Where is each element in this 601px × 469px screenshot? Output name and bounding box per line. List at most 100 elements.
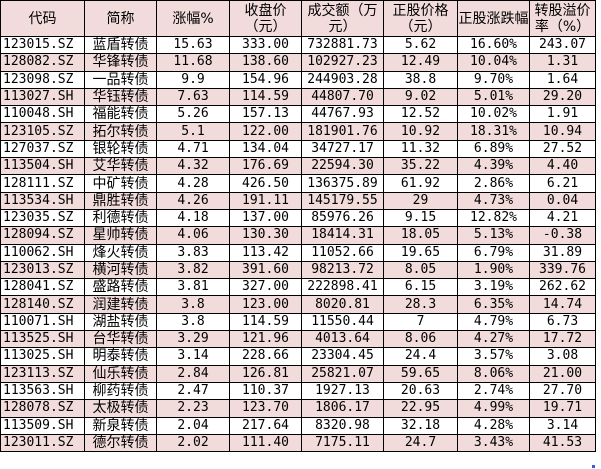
cell-close-price[interactable]: 123.70 — [229, 399, 302, 418]
cell-name[interactable]: 柳药转债 — [84, 381, 157, 401]
cell-premium-rate[interactable]: 243.07 — [529, 35, 596, 55]
cell-name[interactable]: 烽火转债 — [84, 243, 157, 262]
cell-close-price[interactable]: 122.00 — [229, 122, 302, 141]
cell-stock-change[interactable]: 6.79% — [457, 243, 530, 262]
cell-stock-price[interactable]: 8.05 — [383, 260, 458, 280]
cell-turnover[interactable]: 11052.66 — [301, 243, 384, 262]
cell-premium-rate[interactable]: 0.04 — [529, 191, 596, 210]
cell-stock-change[interactable]: 4.28% — [457, 416, 530, 435]
cell-stock-price[interactable]: 7 — [383, 312, 458, 332]
cell-close-price[interactable]: 134.04 — [229, 139, 302, 159]
cell-close-price[interactable]: 137.00 — [229, 208, 302, 228]
cell-premium-rate[interactable]: 1.31 — [529, 53, 596, 72]
cell-code[interactable]: 113025.SH — [0, 347, 85, 366]
header-code[interactable]: 代码 — [0, 0, 85, 37]
cell-name[interactable]: 福能转债 — [84, 105, 157, 124]
cell-code[interactable]: 128041.SZ — [0, 278, 85, 297]
cell-code[interactable]: 110071.SH — [0, 312, 85, 332]
cell-name[interactable]: 盛路转债 — [84, 278, 157, 297]
cell-code[interactable]: 113504.SH — [0, 157, 85, 176]
cell-stock-change[interactable]: 4.39% — [457, 157, 530, 176]
header-stock-price[interactable]: 正股价格（元） — [383, 0, 458, 37]
cell-code[interactable]: 123035.SZ — [0, 208, 85, 228]
cell-change-pct[interactable]: 3.83 — [156, 243, 230, 262]
cell-code[interactable]: 127037.SZ — [0, 139, 85, 159]
cell-code[interactable]: 128082.SZ — [0, 53, 85, 72]
cell-code[interactable]: 123015.SZ — [0, 35, 85, 55]
cell-change-pct[interactable]: 4.18 — [156, 208, 230, 228]
cell-premium-rate[interactable]: 4.21 — [529, 208, 596, 228]
cell-premium-rate[interactable]: 4.40 — [529, 157, 596, 176]
cell-stock-price[interactable]: 32.18 — [383, 416, 458, 435]
cell-premium-rate[interactable]: 1.91 — [529, 105, 596, 124]
cell-turnover[interactable]: 23304.45 — [301, 347, 384, 366]
cell-turnover[interactable]: 1927.13 — [301, 381, 384, 401]
cell-name[interactable]: 星帅转债 — [84, 226, 157, 245]
cell-turnover[interactable]: 85976.26 — [301, 208, 384, 228]
cell-close-price[interactable]: 126.81 — [229, 364, 302, 383]
cell-turnover[interactable]: 8020.81 — [301, 295, 384, 314]
cell-change-pct[interactable]: 2.02 — [156, 433, 230, 453]
cell-turnover[interactable]: 244903.28 — [301, 70, 384, 89]
cell-stock-price[interactable]: 29 — [383, 191, 458, 210]
cell-premium-rate[interactable]: 10.94 — [529, 122, 596, 141]
cell-close-price[interactable]: 191.11 — [229, 191, 302, 210]
cell-premium-rate[interactable]: 3.14 — [529, 416, 596, 435]
cell-premium-rate[interactable]: 262.62 — [529, 278, 596, 297]
cell-code[interactable]: 113509.SH — [0, 416, 85, 435]
selection-handle[interactable] — [592, 465, 595, 468]
cell-stock-change[interactable]: 2.86% — [457, 174, 530, 193]
cell-name[interactable]: 中矿转债 — [84, 174, 157, 193]
cell-change-pct[interactable]: 2.47 — [156, 381, 230, 401]
cell-change-pct[interactable]: 3.81 — [156, 278, 230, 297]
cell-turnover[interactable]: 145179.55 — [301, 191, 384, 210]
cell-premium-rate[interactable]: 17.72 — [529, 330, 596, 349]
cell-stock-price[interactable]: 38.8 — [383, 70, 458, 89]
cell-stock-change[interactable]: 4.27% — [457, 330, 530, 349]
cell-change-pct[interactable]: 3.8 — [156, 312, 230, 332]
cell-name[interactable]: 明泰转债 — [84, 347, 157, 366]
cell-premium-rate[interactable]: 29.20 — [529, 87, 596, 107]
cell-code[interactable]: 128078.SZ — [0, 399, 85, 418]
cell-code[interactable]: 113027.SH — [0, 87, 85, 107]
cell-close-price[interactable]: 176.69 — [229, 157, 302, 176]
cell-change-pct[interactable]: 5.1 — [156, 122, 230, 141]
cell-close-price[interactable]: 111.40 — [229, 433, 302, 453]
cell-change-pct[interactable]: 11.68 — [156, 53, 230, 72]
cell-turnover[interactable]: 222898.41 — [301, 278, 384, 297]
cell-change-pct[interactable]: 4.32 — [156, 157, 230, 176]
cell-stock-price[interactable]: 24.7 — [383, 433, 458, 453]
cell-name[interactable]: 艾华转债 — [84, 157, 157, 176]
cell-name[interactable]: 新泉转债 — [84, 416, 157, 435]
cell-close-price[interactable]: 327.00 — [229, 278, 302, 297]
cell-code[interactable]: 113534.SH — [0, 191, 85, 210]
cell-stock-change[interactable]: 18.31% — [457, 122, 530, 141]
cell-code[interactable]: 128111.SZ — [0, 174, 85, 193]
cell-turnover[interactable]: 98213.72 — [301, 260, 384, 280]
cell-close-price[interactable]: 333.00 — [229, 35, 302, 55]
header-turnover[interactable]: 成交额（万元） — [301, 0, 384, 37]
cell-close-price[interactable]: 110.37 — [229, 381, 302, 401]
cell-turnover[interactable]: 44767.93 — [301, 105, 384, 124]
cell-turnover[interactable]: 44807.70 — [301, 87, 384, 107]
cell-turnover[interactable]: 7175.11 — [301, 433, 384, 453]
cell-change-pct[interactable]: 3.8 — [156, 295, 230, 314]
cell-stock-change[interactable]: 12.82% — [457, 208, 530, 228]
cell-stock-change[interactable]: 2.74% — [457, 381, 530, 401]
cell-code[interactable]: 110062.SH — [0, 243, 85, 262]
cell-change-pct[interactable]: 15.63 — [156, 35, 230, 55]
cell-stock-change[interactable]: 10.02% — [457, 105, 530, 124]
cell-close-price[interactable]: 113.42 — [229, 243, 302, 262]
cell-premium-rate[interactable]: 19.71 — [529, 399, 596, 418]
cell-stock-change[interactable]: 10.04% — [457, 53, 530, 72]
cell-close-price[interactable]: 121.96 — [229, 330, 302, 349]
cell-stock-change[interactable]: 1.90% — [457, 260, 530, 280]
cell-stock-price[interactable]: 9.15 — [383, 208, 458, 228]
cell-code[interactable]: 123098.SZ — [0, 70, 85, 89]
cell-turnover[interactable]: 1806.17 — [301, 399, 384, 418]
cell-name[interactable]: 一品转债 — [84, 70, 157, 89]
cell-stock-price[interactable]: 8.06 — [383, 330, 458, 349]
cell-name[interactable]: 横河转债 — [84, 260, 157, 280]
cell-turnover[interactable]: 25821.07 — [301, 364, 384, 383]
cell-close-price[interactable]: 391.60 — [229, 260, 302, 280]
